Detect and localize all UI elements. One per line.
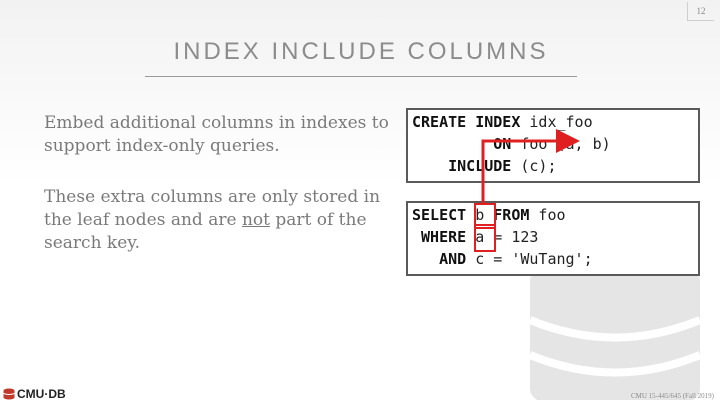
sql-keyword: FROM (493, 206, 530, 224)
sql-keyword: ON (493, 135, 512, 153)
code-text: a = 123 (466, 228, 539, 246)
code-text: (c); (511, 157, 557, 175)
page-number: 12 (687, 2, 714, 21)
sql-keyword: CREATE INDEX (412, 113, 521, 131)
code-line: WHERE a = 123 (412, 226, 694, 248)
code-indent (412, 250, 439, 268)
sql-keyword: AND (439, 250, 467, 268)
paragraph-text: These extra columns are only stored in t… (44, 187, 381, 230)
code-text: foo (529, 206, 566, 224)
code-text: c = 'WuTang'; (466, 250, 593, 268)
sql-keyword: SELECT (412, 206, 467, 224)
code-text: foo (a, b) (511, 135, 611, 153)
highlight-box-b (474, 203, 496, 229)
logo-text: CMU·DB (17, 387, 66, 401)
database-cylinder-icon (528, 255, 702, 400)
create-index-code-block: CREATE INDEX idx_foo ON foo (a, b) INCLU… (406, 108, 700, 183)
cmu-db-logo: CMU·DB (3, 387, 66, 401)
paragraph-leaf-nodes: These extra columns are only stored in t… (44, 186, 404, 255)
paragraph-index-only: Embed additional columns in indexes to s… (44, 113, 389, 156)
underlined-word: not (241, 210, 270, 230)
code-indent (412, 135, 493, 153)
code-line: INCLUDE (c); (412, 155, 694, 177)
select-query-code-block: SELECT b FROM foo WHERE a = 123 AND c = … (406, 201, 700, 276)
sql-keyword: INCLUDE (448, 157, 512, 175)
slide-title: INDEX INCLUDE COLUMNS (173, 38, 549, 65)
code-text: idx_foo (520, 113, 593, 131)
code-line: SELECT b FROM foo (412, 204, 694, 226)
cmu-db-logo-icon (3, 388, 15, 400)
paragraph-text: part of the search key. (44, 210, 367, 253)
code-indent (412, 157, 448, 175)
code-line: CREATE INDEX idx_foo (412, 111, 694, 133)
code-line: ON foo (a, b) (412, 133, 694, 155)
title-divider (145, 76, 577, 77)
code-line: AND c = 'WuTang'; (412, 248, 694, 270)
highlight-box-a (474, 224, 496, 252)
course-label: CMU 15-445/645 (Fall 2019) (630, 392, 714, 400)
sql-keyword: WHERE (421, 228, 467, 246)
code-indent (412, 228, 421, 246)
code-text: b (466, 206, 494, 224)
